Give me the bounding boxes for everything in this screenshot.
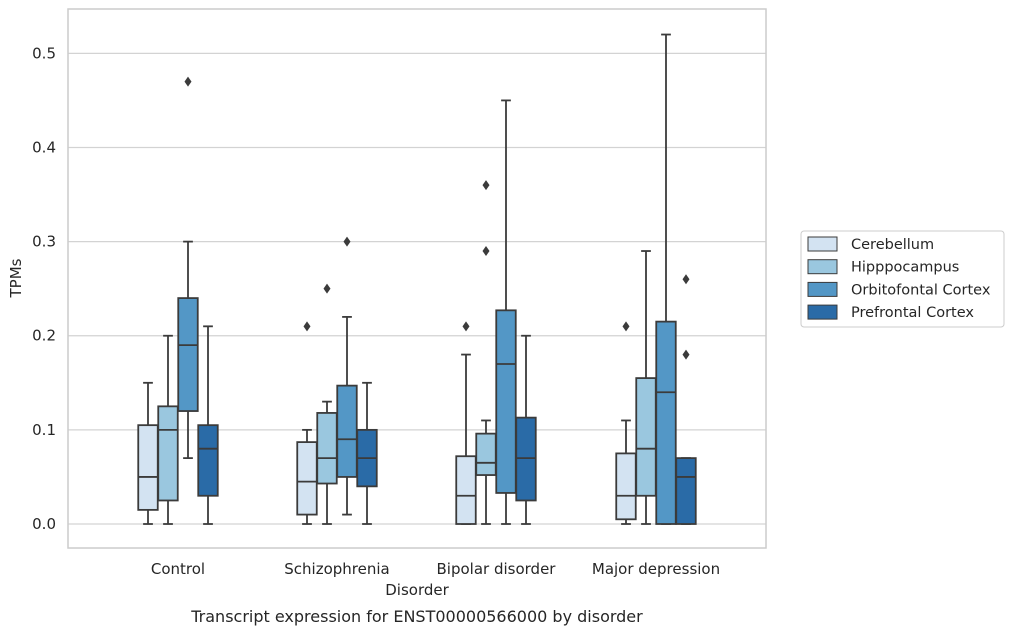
x-tick-label: Control xyxy=(151,560,205,578)
y-axis-ticks: 0.0 0.1 0.2 0.3 0.4 0.5 xyxy=(32,44,56,533)
box-hipppocampus xyxy=(157,334,179,525)
box-orbitofontal-cortex xyxy=(495,99,517,525)
box-cerebellum xyxy=(615,321,637,525)
legend-swatch xyxy=(807,259,838,275)
legend-label: Prefrontal Cortex xyxy=(851,305,974,321)
box-iqr xyxy=(316,412,338,485)
y-tick-label: 0.2 xyxy=(32,327,56,345)
y-tick-label: 0.4 xyxy=(32,138,56,156)
box-iqr xyxy=(455,455,477,525)
box-iqr xyxy=(615,452,637,521)
box-prefrontal-cortex xyxy=(675,274,697,525)
outlier-marker xyxy=(343,236,351,247)
y-tick-label: 0.5 xyxy=(32,44,56,62)
legend-label: Orbitofontal Cortex xyxy=(851,282,991,298)
x-tick-label: Major depression xyxy=(592,560,720,578)
box-iqr xyxy=(137,424,159,511)
box-iqr xyxy=(296,441,318,516)
outlier-marker xyxy=(462,321,470,332)
outlier-marker xyxy=(303,321,311,332)
box-prefrontal-cortex xyxy=(356,381,378,525)
box-iqr xyxy=(177,297,199,412)
x-axis-ticks: Control Schizophrenia Bipolar disorder Majo… xyxy=(151,560,720,578)
box-orbitofontal-cortex xyxy=(177,76,199,460)
legend-swatch xyxy=(807,281,838,297)
box-cerebellum xyxy=(455,321,477,525)
outlier-marker xyxy=(482,180,490,191)
legend-swatch xyxy=(807,236,838,252)
box-prefrontal-cortex xyxy=(197,325,219,525)
outlier-marker xyxy=(323,283,331,294)
box-iqr xyxy=(495,309,517,494)
outlier-marker xyxy=(682,349,690,360)
legend: Cerebellum Hipppocampus Orbitofontal Corte… xyxy=(800,230,1005,328)
y-tick-label: 0.1 xyxy=(32,421,56,439)
outlier-marker xyxy=(184,76,192,87)
box-prefrontal-cortex xyxy=(515,334,537,525)
box-iqr xyxy=(475,432,497,476)
x-tick-label: Bipolar disorder xyxy=(437,560,557,578)
y-axis-title: TPMs xyxy=(7,258,25,298)
legend-frame xyxy=(800,230,1005,328)
box-iqr xyxy=(655,320,677,525)
outlier-marker xyxy=(482,246,490,257)
box-iqr xyxy=(336,384,358,478)
box-cerebellum xyxy=(137,381,159,525)
legend-label: Cerebellum xyxy=(851,237,934,253)
legend-swatch xyxy=(807,304,838,320)
box-iqr xyxy=(197,424,219,497)
outlier-marker xyxy=(622,321,630,332)
box-iqr xyxy=(675,457,697,525)
outlier-marker xyxy=(682,274,690,285)
box-cerebellum xyxy=(296,321,318,525)
box-plot-marks xyxy=(137,33,697,525)
chart-caption: Transcript expression for ENST0000056600… xyxy=(190,607,643,626)
y-tick-label: 0.3 xyxy=(32,233,56,251)
box-orbitofontal-cortex xyxy=(655,33,677,525)
box-iqr xyxy=(157,405,179,502)
plot-frame xyxy=(67,8,767,549)
box-iqr xyxy=(515,416,537,502)
box-hipppocampus xyxy=(316,283,338,525)
box-iqr xyxy=(635,377,657,497)
x-axis-title: Disorder xyxy=(385,581,449,599)
y-tick-label: 0.0 xyxy=(32,515,56,533)
box-hipppocampus xyxy=(635,250,657,525)
box-hipppocampus xyxy=(475,180,497,525)
x-tick-label: Schizophrenia xyxy=(284,560,389,578)
box-orbitofontal-cortex xyxy=(336,236,358,516)
legend-label: Hipppocampus xyxy=(851,260,959,276)
